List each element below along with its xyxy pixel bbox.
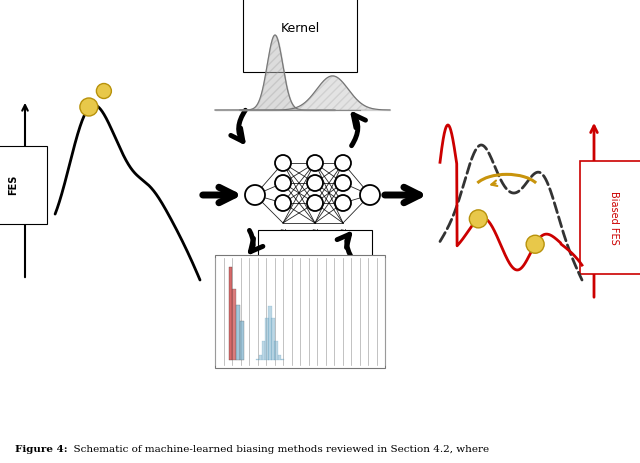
Bar bbox=[236, 305, 240, 360]
Bar bbox=[262, 341, 266, 360]
Text: Biased FES: Biased FES bbox=[609, 191, 619, 244]
Circle shape bbox=[275, 175, 291, 191]
Circle shape bbox=[80, 98, 98, 116]
Circle shape bbox=[307, 175, 323, 191]
Text: Schematic of machine-learned biasing methods reviewed in Section 4.2, where: Schematic of machine-learned biasing met… bbox=[67, 444, 489, 453]
Circle shape bbox=[469, 210, 487, 228]
Bar bbox=[232, 289, 236, 360]
Text: ...: ... bbox=[311, 224, 319, 232]
Circle shape bbox=[335, 175, 351, 191]
Bar bbox=[265, 319, 269, 360]
Circle shape bbox=[275, 195, 291, 211]
Circle shape bbox=[526, 235, 544, 253]
Circle shape bbox=[97, 83, 111, 99]
Bar bbox=[268, 306, 272, 360]
Circle shape bbox=[275, 155, 291, 171]
Circle shape bbox=[245, 185, 265, 205]
Text: ...: ... bbox=[279, 224, 287, 232]
Bar bbox=[275, 341, 278, 360]
Circle shape bbox=[307, 195, 323, 211]
Bar bbox=[278, 355, 281, 360]
Text: Kernel: Kernel bbox=[280, 21, 319, 35]
Circle shape bbox=[307, 155, 323, 171]
Bar bbox=[281, 359, 284, 360]
Text: Gridding: Gridding bbox=[291, 263, 339, 273]
Bar bbox=[259, 355, 262, 360]
Circle shape bbox=[360, 185, 380, 205]
Text: FES: FES bbox=[8, 175, 18, 195]
Bar bbox=[215, 255, 385, 368]
Bar bbox=[271, 319, 275, 360]
Bar bbox=[240, 321, 244, 360]
Text: ...: ... bbox=[339, 224, 347, 232]
Circle shape bbox=[335, 155, 351, 171]
Text: Figure 4:: Figure 4: bbox=[15, 444, 68, 453]
Bar bbox=[229, 267, 232, 360]
Circle shape bbox=[335, 195, 351, 211]
Bar bbox=[256, 359, 259, 360]
